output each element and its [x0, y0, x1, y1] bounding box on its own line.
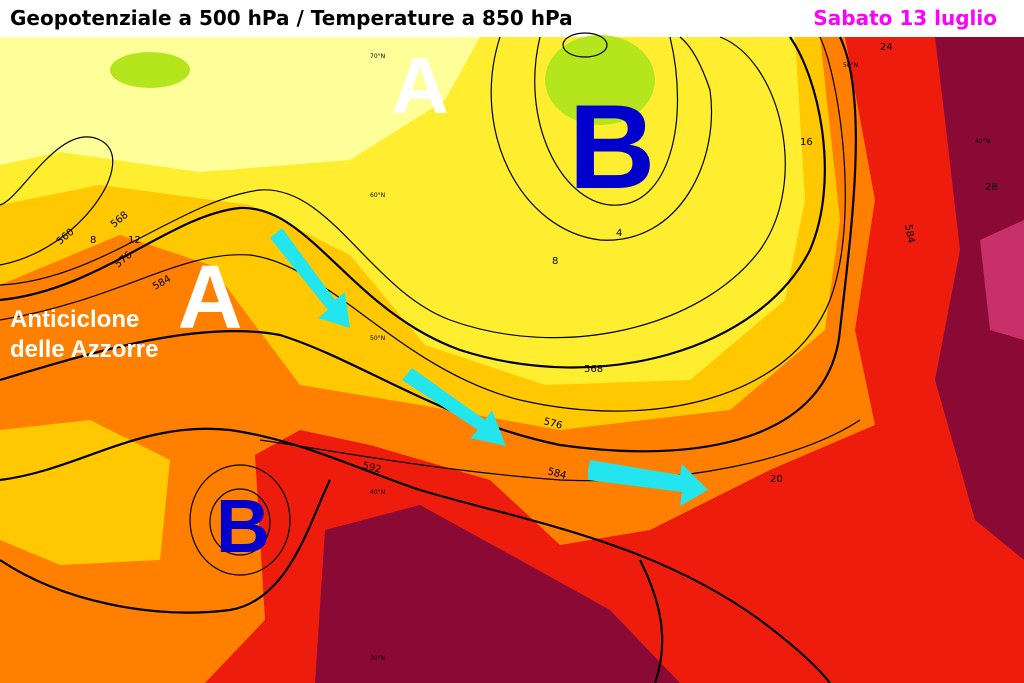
header-bar: [0, 0, 1024, 37]
title: Geopotenziale a 500 hPa / Temperature a …: [10, 6, 573, 30]
flow-arrows: [270, 228, 708, 506]
labels: A B A B Anticiclone delle Azzorre 560 56…: [10, 41, 998, 662]
contour-line: [0, 36, 786, 339]
temp-band: [545, 35, 655, 125]
temp-band: [110, 52, 190, 88]
contour-line: [0, 36, 846, 412]
contour-label: 592: [361, 460, 382, 476]
temp-label: 20: [770, 474, 783, 485]
contour-label: 576: [542, 416, 563, 432]
date: Sabato 13 luglio: [813, 6, 997, 30]
temp-band: [0, 420, 170, 565]
contour-line: [209, 488, 271, 556]
temp-band: [980, 220, 1024, 340]
high-label: A: [178, 248, 243, 348]
arrow: [270, 228, 350, 328]
high-label: A: [391, 41, 449, 130]
latitude-label: 50°N: [843, 62, 858, 69]
contour-line: [490, 36, 713, 241]
latitude-label: 70°N: [370, 53, 385, 60]
contour-line: [0, 36, 826, 369]
contour-line: [189, 464, 291, 576]
contour-line: [562, 32, 608, 58]
latitude-label: 60°N: [370, 192, 385, 199]
contour-line: [259, 419, 861, 482]
temp-label: 24: [880, 42, 893, 53]
contour-line: [534, 36, 679, 206]
geopotential-contours: [0, 32, 861, 683]
temp-label: 12: [128, 235, 141, 246]
latitude-label: 50°N: [370, 335, 385, 342]
contour-label: 584: [902, 224, 916, 245]
region-label: delle Azzorre: [10, 336, 159, 363]
temp-label: 8: [552, 256, 558, 267]
contour-line: [0, 136, 114, 266]
temp-band: [935, 37, 1024, 560]
contour-line: [639, 559, 664, 683]
latitude-label: 40°N: [370, 489, 385, 496]
latitude-label: 30°N: [370, 655, 385, 662]
contour-line: [0, 479, 331, 614]
arrow: [402, 368, 506, 446]
region-label: Anticiclone: [10, 306, 139, 333]
latitude-label: 40°N: [975, 138, 990, 145]
contour-label: 568: [584, 364, 603, 375]
temp-label: 8: [90, 235, 96, 246]
low-label: B: [216, 484, 270, 568]
contour-label: 584: [546, 466, 567, 482]
temp-label: 16: [800, 137, 813, 148]
contour-line: [0, 427, 831, 683]
temp-label: 4: [616, 228, 622, 239]
temp-band: [315, 505, 680, 683]
temp-label: 28: [985, 182, 998, 193]
arrow: [588, 460, 708, 506]
low-label: B: [569, 80, 656, 214]
contour-line: [0, 36, 857, 453]
temperature-field: [0, 35, 1024, 683]
